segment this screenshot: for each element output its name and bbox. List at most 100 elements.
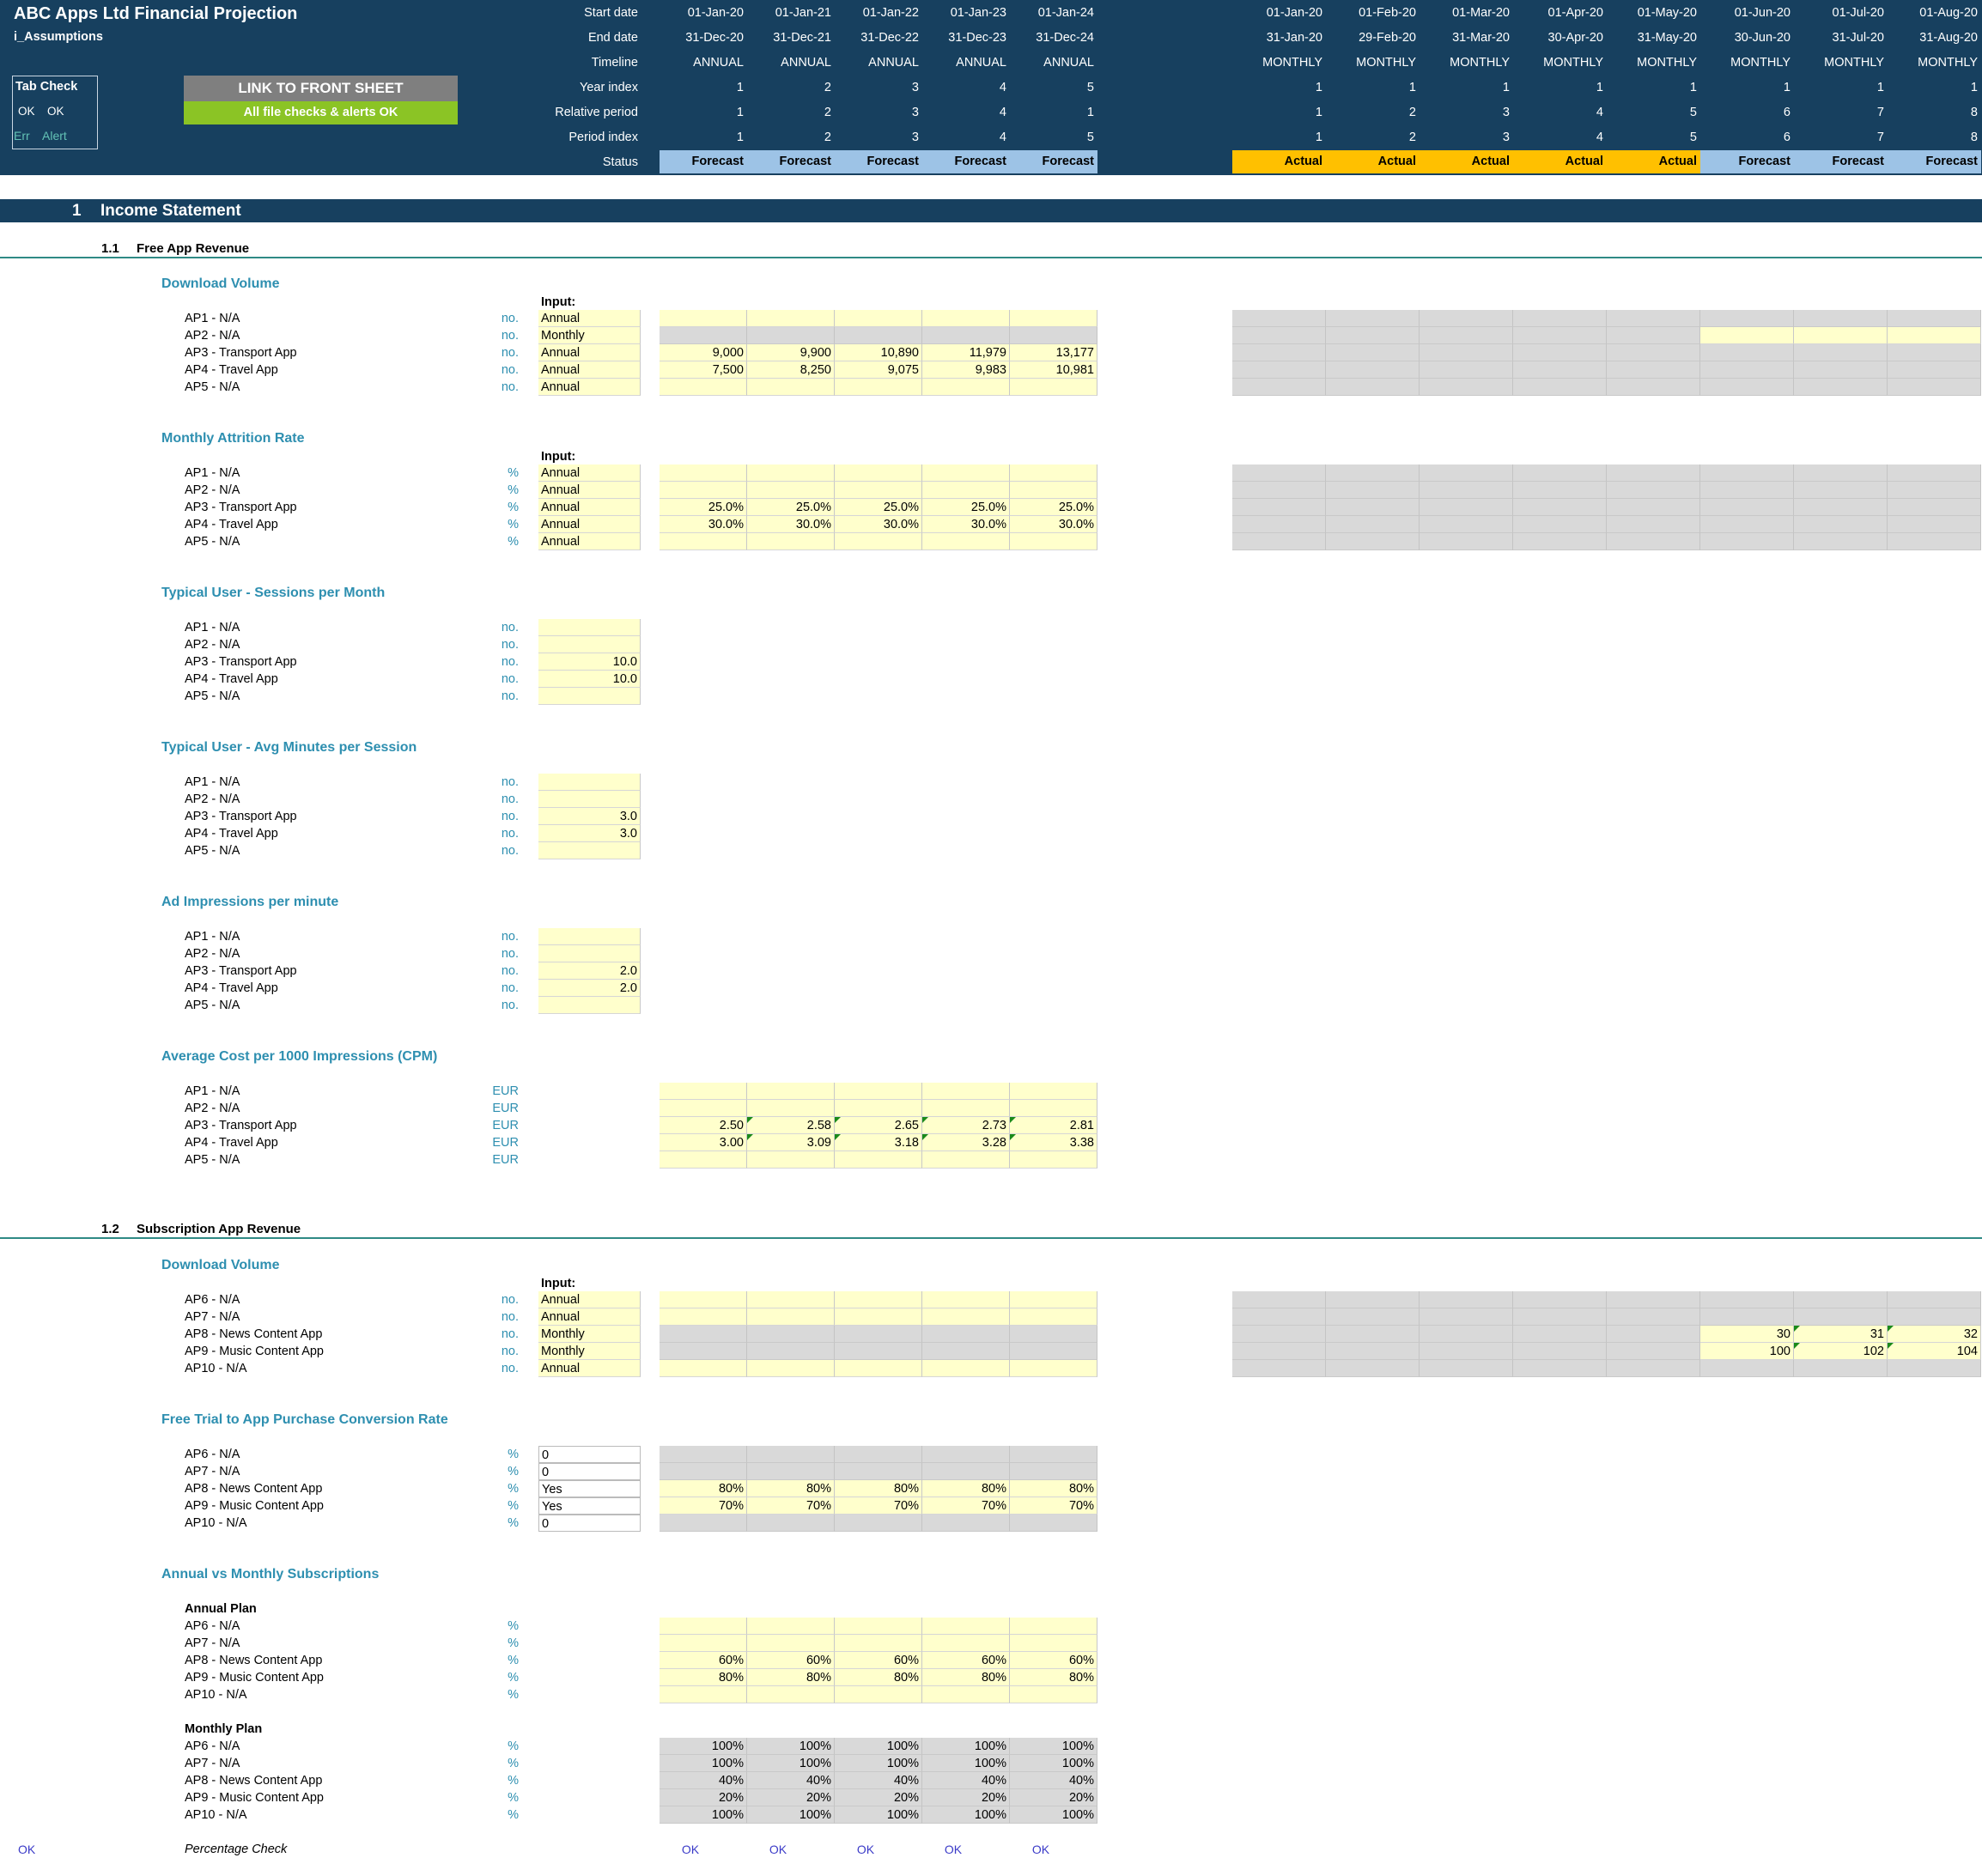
annual-value-cell[interactable] — [660, 482, 747, 499]
monthly-value-cell[interactable] — [1232, 1326, 1326, 1343]
monthly-value-cell[interactable] — [1420, 327, 1513, 344]
annual-value-cell[interactable]: 2.73 — [922, 1117, 1010, 1134]
annual-value-cell[interactable] — [747, 482, 835, 499]
annual-value-cell[interactable]: 2.81 — [1010, 1117, 1097, 1134]
annual-value-cell[interactable] — [922, 1515, 1010, 1532]
input-cell[interactable] — [538, 945, 641, 962]
monthly-value-cell[interactable] — [1888, 344, 1981, 361]
annual-value-cell[interactable] — [922, 1686, 1010, 1703]
monthly-value-cell[interactable] — [1420, 516, 1513, 533]
annual-value-cell[interactable]: 20% — [1010, 1789, 1097, 1806]
annual-value-cell[interactable]: 3.18 — [835, 1134, 922, 1151]
annual-value-cell[interactable]: 25.0% — [747, 499, 835, 516]
monthly-value-cell[interactable] — [1700, 344, 1794, 361]
annual-value-cell[interactable]: 100% — [747, 1806, 835, 1824]
annual-value-cell[interactable]: 80% — [922, 1480, 1010, 1497]
monthly-value-cell[interactable] — [1794, 464, 1888, 482]
monthly-value-cell[interactable] — [1420, 379, 1513, 396]
annual-value-cell[interactable]: 100% — [747, 1755, 835, 1772]
input-cell[interactable]: 3.0 — [538, 825, 641, 842]
annual-value-cell[interactable]: 3.28 — [922, 1134, 1010, 1151]
monthly-value-cell[interactable] — [1326, 1343, 1420, 1360]
annual-value-cell[interactable] — [835, 1326, 922, 1343]
annual-value-cell[interactable]: 3.38 — [1010, 1134, 1097, 1151]
monthly-value-cell[interactable] — [1513, 379, 1607, 396]
monthly-value-cell[interactable] — [1232, 464, 1326, 482]
annual-value-cell[interactable]: 40% — [835, 1772, 922, 1789]
annual-value-cell[interactable] — [660, 1100, 747, 1117]
monthly-value-cell[interactable]: 30 — [1700, 1326, 1794, 1343]
monthly-value-cell[interactable] — [1888, 310, 1981, 327]
monthly-value-cell[interactable] — [1513, 1326, 1607, 1343]
annual-value-cell[interactable] — [747, 310, 835, 327]
annual-value-cell[interactable]: 2.65 — [835, 1117, 922, 1134]
monthly-value-cell[interactable] — [1888, 379, 1981, 396]
annual-value-cell[interactable]: 100% — [1010, 1806, 1097, 1824]
annual-value-cell[interactable] — [835, 1360, 922, 1377]
input-cell[interactable] — [538, 636, 641, 653]
annual-value-cell[interactable] — [1010, 1100, 1097, 1117]
monthly-value-cell[interactable] — [1607, 1326, 1700, 1343]
annual-value-cell[interactable] — [835, 1618, 922, 1635]
annual-value-cell[interactable] — [1010, 1308, 1097, 1326]
monthly-value-cell[interactable]: 31 — [1794, 1326, 1888, 1343]
annual-value-cell[interactable] — [660, 533, 747, 550]
annual-value-cell[interactable] — [922, 327, 1010, 344]
annual-value-cell[interactable] — [1010, 482, 1097, 499]
monthly-value-cell[interactable] — [1420, 361, 1513, 379]
annual-value-cell[interactable] — [922, 1463, 1010, 1480]
input-cell[interactable]: Annual — [538, 499, 641, 516]
annual-value-cell[interactable] — [660, 310, 747, 327]
monthly-value-cell[interactable] — [1888, 516, 1981, 533]
monthly-value-cell[interactable] — [1607, 1291, 1700, 1308]
annual-value-cell[interactable] — [922, 1100, 1010, 1117]
annual-value-cell[interactable] — [835, 464, 922, 482]
input-cell[interactable] — [538, 791, 641, 808]
annual-value-cell[interactable]: 60% — [1010, 1652, 1097, 1669]
monthly-value-cell[interactable] — [1607, 1360, 1700, 1377]
monthly-value-cell[interactable] — [1888, 533, 1981, 550]
monthly-value-cell[interactable] — [1326, 464, 1420, 482]
annual-value-cell[interactable] — [660, 1083, 747, 1100]
monthly-value-cell[interactable] — [1700, 1291, 1794, 1308]
annual-value-cell[interactable] — [660, 1446, 747, 1463]
annual-value-cell[interactable] — [660, 379, 747, 396]
annual-value-cell[interactable]: 25.0% — [1010, 499, 1097, 516]
annual-value-cell[interactable] — [922, 1291, 1010, 1308]
monthly-value-cell[interactable] — [1607, 327, 1700, 344]
annual-value-cell[interactable]: 100% — [660, 1755, 747, 1772]
annual-value-cell[interactable]: 25.0% — [922, 499, 1010, 516]
annual-value-cell[interactable] — [922, 1308, 1010, 1326]
input-cell[interactable]: Annual — [538, 344, 641, 361]
monthly-value-cell[interactable] — [1232, 1291, 1326, 1308]
annual-value-cell[interactable] — [1010, 379, 1097, 396]
monthly-value-cell[interactable] — [1326, 327, 1420, 344]
annual-value-cell[interactable]: 100% — [1010, 1755, 1097, 1772]
monthly-value-cell[interactable] — [1513, 516, 1607, 533]
monthly-value-cell[interactable] — [1232, 310, 1326, 327]
monthly-value-cell[interactable] — [1513, 1360, 1607, 1377]
input-cell[interactable]: Monthly — [538, 327, 641, 344]
monthly-value-cell[interactable] — [1513, 1291, 1607, 1308]
monthly-value-cell[interactable] — [1513, 499, 1607, 516]
annual-value-cell[interactable] — [747, 1635, 835, 1652]
annual-value-cell[interactable]: 10,890 — [835, 344, 922, 361]
monthly-value-cell[interactable] — [1420, 1343, 1513, 1360]
annual-value-cell[interactable]: 2.50 — [660, 1117, 747, 1134]
annual-value-cell[interactable]: 60% — [660, 1652, 747, 1669]
annual-value-cell[interactable] — [1010, 327, 1097, 344]
input-cell[interactable] — [538, 619, 641, 636]
annual-value-cell[interactable] — [1010, 1151, 1097, 1169]
monthly-value-cell[interactable] — [1420, 1360, 1513, 1377]
annual-value-cell[interactable] — [747, 1515, 835, 1532]
annual-value-cell[interactable] — [660, 1515, 747, 1532]
annual-value-cell[interactable] — [1010, 1686, 1097, 1703]
annual-value-cell[interactable] — [835, 310, 922, 327]
annual-value-cell[interactable]: 100% — [835, 1755, 922, 1772]
monthly-value-cell[interactable] — [1232, 327, 1326, 344]
monthly-value-cell[interactable] — [1326, 1326, 1420, 1343]
annual-value-cell[interactable] — [747, 1343, 835, 1360]
annual-value-cell[interactable]: 30.0% — [922, 516, 1010, 533]
monthly-value-cell[interactable] — [1607, 464, 1700, 482]
input-cell[interactable]: 2.0 — [538, 962, 641, 980]
